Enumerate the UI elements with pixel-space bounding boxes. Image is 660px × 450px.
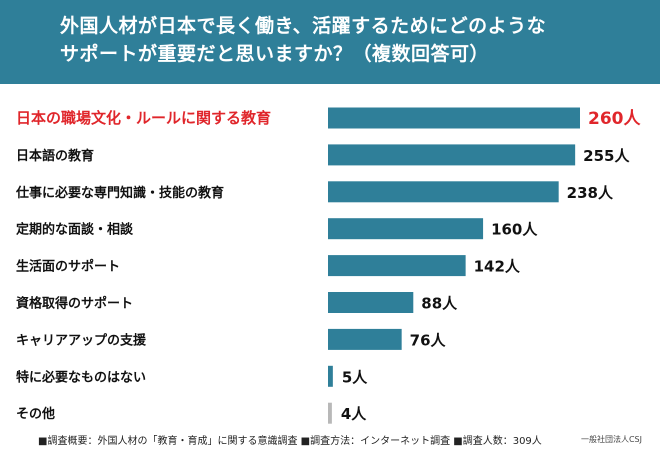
category-label: キャリアアップの支援 <box>16 332 147 348</box>
value-label: 255人 <box>583 147 630 165</box>
chart-footer: ■調査概要：外国人材の「教育・育成」に関する意識調査 ■調査方法：インターネット… <box>0 430 660 450</box>
category-label: 生活面のサポート <box>16 259 120 275</box>
chart-title-line-1: 外国人材が日本で長く働き、活躍するためにどのような <box>60 15 547 37</box>
bar <box>328 365 333 387</box>
category-label: その他 <box>16 406 55 422</box>
value-label: 76人 <box>410 331 447 349</box>
bar <box>328 402 332 424</box>
bar <box>328 255 466 277</box>
category-label: 特に必要なものはない <box>16 369 146 385</box>
value-label: 160人 <box>491 221 538 239</box>
value-label: 88人 <box>421 295 458 313</box>
value-label: 5人 <box>342 368 368 386</box>
bar <box>328 144 576 166</box>
value-label: 260人 <box>588 109 641 129</box>
category-label: 資格取得のサポート <box>16 296 133 312</box>
value-label: 4人 <box>341 405 367 423</box>
credit-text: 一般社団法人CSJ <box>580 435 642 444</box>
bar <box>328 328 402 350</box>
category-label: 日本の職場文化・ルールに関する教育 <box>16 109 271 127</box>
category-label: 日本語の教育 <box>16 148 94 164</box>
chart-header: 外国人材が日本で長く働き、活躍するためにどのような サポートが重要だと思いますか… <box>0 0 660 84</box>
survey-info: ■調査概要：外国人材の「教育・育成」に関する意識調査 ■調査方法：インターネット… <box>38 436 542 447</box>
category-label: 仕事に必要な専門知識・技能の教育 <box>15 185 224 201</box>
bar <box>328 107 580 129</box>
chart-title-line-2: サポートが重要だと思いますか？（複数回答可） <box>60 43 490 65</box>
value-label: 142人 <box>474 258 521 276</box>
category-label: 定期的な面談・相談 <box>15 222 134 238</box>
bar <box>328 181 559 203</box>
bar <box>328 292 414 313</box>
bar <box>328 218 484 240</box>
value-label: 238人 <box>567 184 614 202</box>
